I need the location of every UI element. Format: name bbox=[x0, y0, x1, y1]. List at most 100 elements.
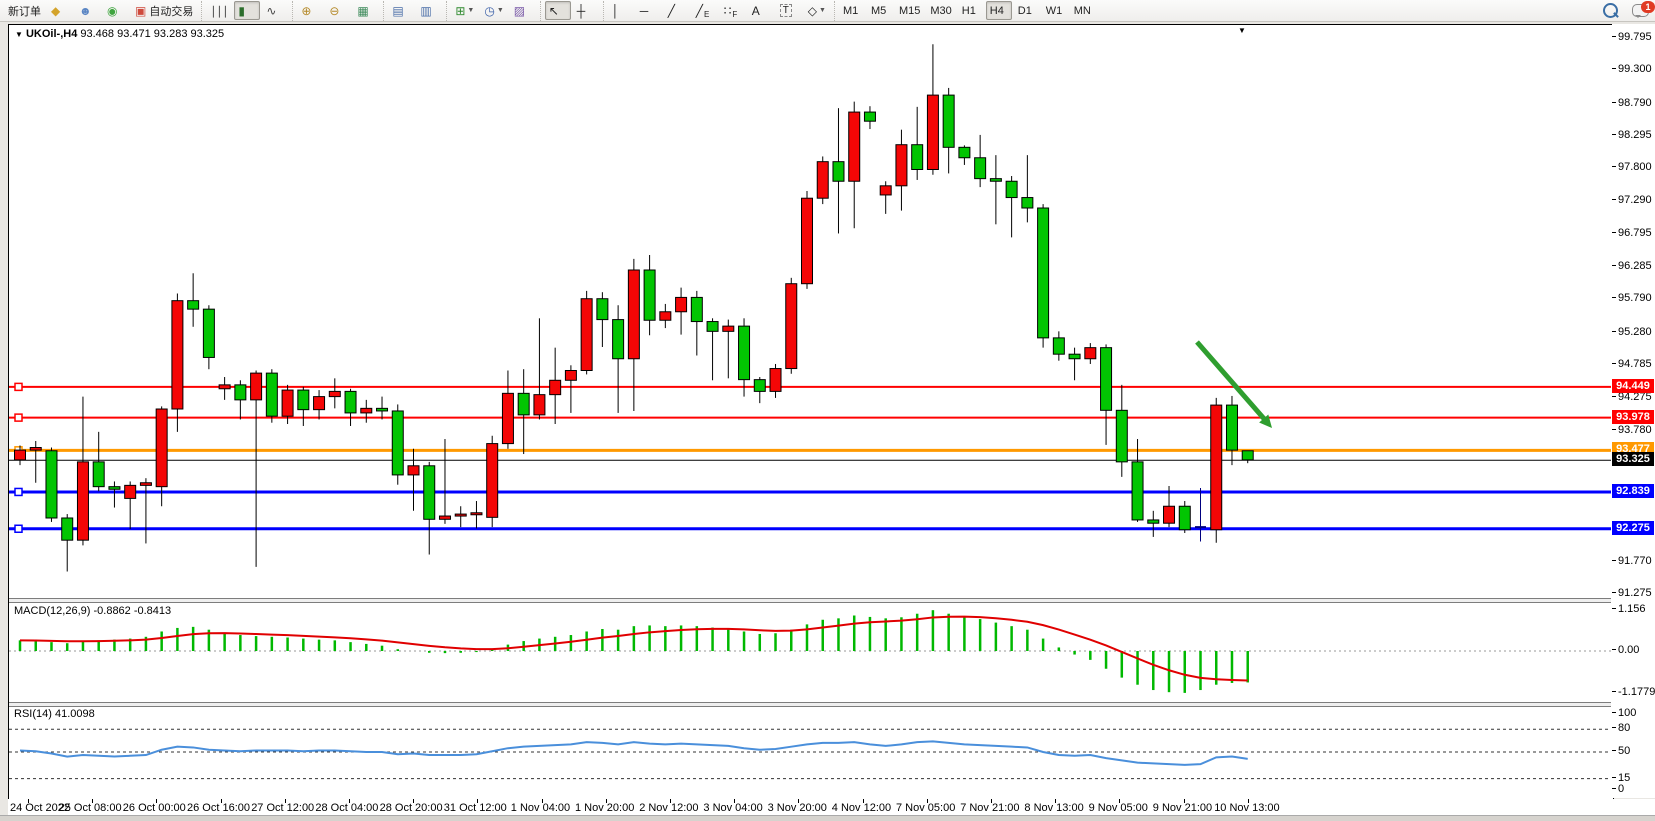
time-tick bbox=[220, 799, 222, 803]
macd-histogram bbox=[18, 610, 1249, 693]
timeframe-m5-button[interactable]: M5 bbox=[870, 4, 887, 17]
time-tick-label: 9 Nov 05:00 bbox=[1088, 802, 1148, 814]
new-chart-icon-glyph: ⊞ bbox=[455, 3, 466, 18]
time-tick bbox=[477, 799, 479, 803]
dropdown-caret-icon[interactable]: ▼ bbox=[819, 7, 826, 14]
time-tick-label: 31 Oct 12:00 bbox=[443, 802, 507, 814]
bar-chart-icon-glyph: ∣∣∣ bbox=[210, 3, 229, 18]
dropdown-caret-icon[interactable]: ▼ bbox=[496, 7, 504, 14]
vertical-line-icon-glyph: │ bbox=[611, 3, 620, 18]
vertical-line-icon[interactable]: │ bbox=[608, 1, 634, 20]
auto-scroll-icon-glyph: ▤ bbox=[392, 3, 404, 18]
template-icon[interactable]: ▨ bbox=[510, 1, 536, 20]
time-tick-label: 8 Nov 13:00 bbox=[1024, 802, 1084, 814]
time-tick bbox=[413, 799, 415, 803]
trendline-icon[interactable]: ╱ bbox=[664, 1, 690, 20]
chart-window: ▼ UKOil-,H4 93.468 93.471 93.283 93.325 … bbox=[8, 24, 1614, 800]
arrow-annotation[interactable] bbox=[1195, 340, 1272, 428]
timeframe-h1-button[interactable]: H1 bbox=[961, 4, 976, 17]
timeframe-m15-button[interactable]: M15 bbox=[898, 4, 921, 17]
candlestick-chart-icon[interactable]: ▮ bbox=[234, 1, 261, 20]
text-label-icon[interactable]: T bbox=[776, 1, 802, 20]
status-bar bbox=[0, 815, 1655, 821]
time-tick bbox=[284, 799, 286, 803]
equidistant-channel-icon[interactable]: ╱ E bbox=[695, 3, 710, 20]
timeframe-h4-button[interactable]: H4 bbox=[985, 1, 1012, 20]
toolbar-group-new-objects: ⊞ ▼ ◷ ▼ ▨ bbox=[446, 0, 539, 21]
broadcast-icon[interactable]: ◉ bbox=[103, 1, 129, 20]
toolbar-group-timeframes: M1 M5 M15 M30 H1 H4 D1 W1 MN bbox=[833, 0, 1100, 21]
shapes-icon-glyph: ◇ bbox=[807, 3, 817, 18]
time-tick bbox=[798, 799, 800, 803]
fibonacci-icon[interactable]: ∷ F bbox=[723, 3, 738, 20]
tile-windows-icon-glyph: ▦ bbox=[357, 3, 369, 18]
time-tick-label: 3 Nov 04:00 bbox=[703, 802, 763, 814]
collapse-icon[interactable]: ▼ bbox=[15, 30, 23, 39]
horizontal-line-icon[interactable]: ─ bbox=[636, 1, 662, 20]
auto-scroll-icon[interactable]: ▤ bbox=[388, 1, 414, 20]
time-tick-label: 28 Oct 20:00 bbox=[379, 802, 443, 814]
time-tick-label: 26 Oct 00:00 bbox=[122, 802, 186, 814]
search-icon[interactable] bbox=[1603, 3, 1618, 18]
toolbar-group-chart-types: ∣∣∣ ▮ ∿ bbox=[201, 0, 292, 21]
zoom-out-icon-glyph: ⊖ bbox=[329, 3, 340, 18]
auto-trading-button[interactable]: ▣ 自动交易 bbox=[135, 3, 194, 18]
main-toolbar: 新订单 ◆ ☻ ◉ ▣ 自动交易 ∣∣∣ ▮ ∿ ⊕ ⊖ ▦ ▤ ▥ ⊞ ▼ ◷ ▼ ▨ ↖ ┼ │ ─ ╱ ╱ E ∷ F A T ◇ ▼ M… bbox=[0, 0, 1655, 22]
chart-shift-icon[interactable]: ▥ bbox=[416, 1, 442, 20]
time-tick-label: 4 Nov 12:00 bbox=[831, 802, 892, 814]
periodicity-icon[interactable]: ◷ ▼ bbox=[480, 1, 507, 20]
macd-label: MACD(12,26,9) -0.8862 -0.8413 bbox=[14, 605, 172, 617]
time-tick-label: 1 Nov 20:00 bbox=[575, 802, 635, 814]
rsi-panel-splitter[interactable] bbox=[9, 702, 1611, 707]
timeframe-m1-button[interactable]: M1 bbox=[842, 4, 859, 17]
price-chart-canvas[interactable] bbox=[9, 25, 1611, 598]
new-order-button[interactable]: 新订单 bbox=[8, 5, 41, 18]
timeframe-m30-button[interactable]: M30 bbox=[930, 4, 952, 17]
time-tick bbox=[1055, 799, 1057, 803]
time-tick bbox=[991, 799, 992, 803]
time-tick bbox=[541, 799, 543, 803]
zoom-in-icon-glyph: ⊕ bbox=[301, 3, 312, 18]
macd-panel-splitter[interactable] bbox=[9, 598, 1611, 603]
timeframe-mn-button[interactable]: MN bbox=[1073, 4, 1091, 17]
periodicity-icon-glyph: ◷ bbox=[484, 3, 495, 18]
time-axis[interactable]: 24 Oct 2022 25 Oct 08:00 26 Oct 00:00 26 Oc… bbox=[8, 799, 1655, 815]
time-tick bbox=[734, 799, 736, 803]
chat-icon[interactable]: 1 bbox=[1632, 1, 1655, 18]
bar-chart-icon[interactable]: ∣∣∣ bbox=[206, 1, 232, 20]
data-window-icon[interactable]: ☻ bbox=[75, 1, 101, 20]
horizontal-line-icon-glyph: ─ bbox=[639, 3, 649, 18]
chart-shift-marker[interactable]: ▼ bbox=[1238, 26, 1246, 35]
toolbar-group-drawing: │ ─ ╱ ╱ E ∷ F A T ◇ ▼ bbox=[602, 0, 834, 21]
broadcast-icon-glyph: ◉ bbox=[107, 3, 118, 18]
timeframe-d1-button[interactable]: D1 bbox=[1017, 4, 1032, 17]
macd-chart-canvas[interactable] bbox=[9, 604, 1611, 702]
crosshair-icon[interactable]: ┼ bbox=[573, 1, 599, 20]
text-icon[interactable]: A bbox=[748, 1, 774, 20]
rsi-chart-canvas[interactable] bbox=[9, 707, 1611, 798]
toolbar-group-trade: 新订单 ◆ ☻ ◉ ▣ 自动交易 bbox=[0, 1, 201, 21]
line-chart-icon[interactable]: ∿ bbox=[262, 1, 288, 20]
price-axis[interactable]: 99.795 99.300 98.790 98.295 97.800 97.290 96.7… bbox=[1612, 24, 1655, 798]
zoom-out-icon[interactable]: ⊖ bbox=[325, 1, 351, 20]
price-line-badge: 92.839 bbox=[1612, 483, 1654, 498]
shapes-icon[interactable]: ◇ ▼ bbox=[804, 1, 830, 20]
dropdown-caret-icon[interactable]: ▼ bbox=[467, 7, 475, 14]
fibonacci-icon-glyph: ∷ bbox=[723, 3, 732, 18]
tile-windows-icon[interactable]: ▦ bbox=[353, 1, 379, 20]
time-tick-label: 24 Oct 2022 bbox=[10, 802, 70, 814]
time-tick-label: 10 Nov 13:00 bbox=[1214, 802, 1280, 814]
price-line-badge: 93.978 bbox=[1612, 409, 1654, 424]
toolbar-group-pointer: ↖ ┼ bbox=[539, 0, 603, 21]
time-tick bbox=[156, 799, 158, 803]
timeframe-w1-button[interactable]: W1 bbox=[1045, 4, 1063, 17]
text-icon-glyph: A bbox=[751, 3, 760, 18]
new-chart-icon[interactable]: ⊞ ▼ bbox=[451, 1, 478, 20]
time-tick bbox=[349, 799, 350, 803]
time-tick bbox=[1119, 799, 1121, 803]
cursor-icon[interactable]: ↖ bbox=[544, 1, 571, 20]
toolbar-group-zoom: ⊕ ⊖ ▦ bbox=[292, 0, 383, 21]
market-watch-icon[interactable]: ◆ bbox=[47, 1, 73, 20]
zoom-in-icon[interactable]: ⊕ bbox=[297, 1, 323, 20]
